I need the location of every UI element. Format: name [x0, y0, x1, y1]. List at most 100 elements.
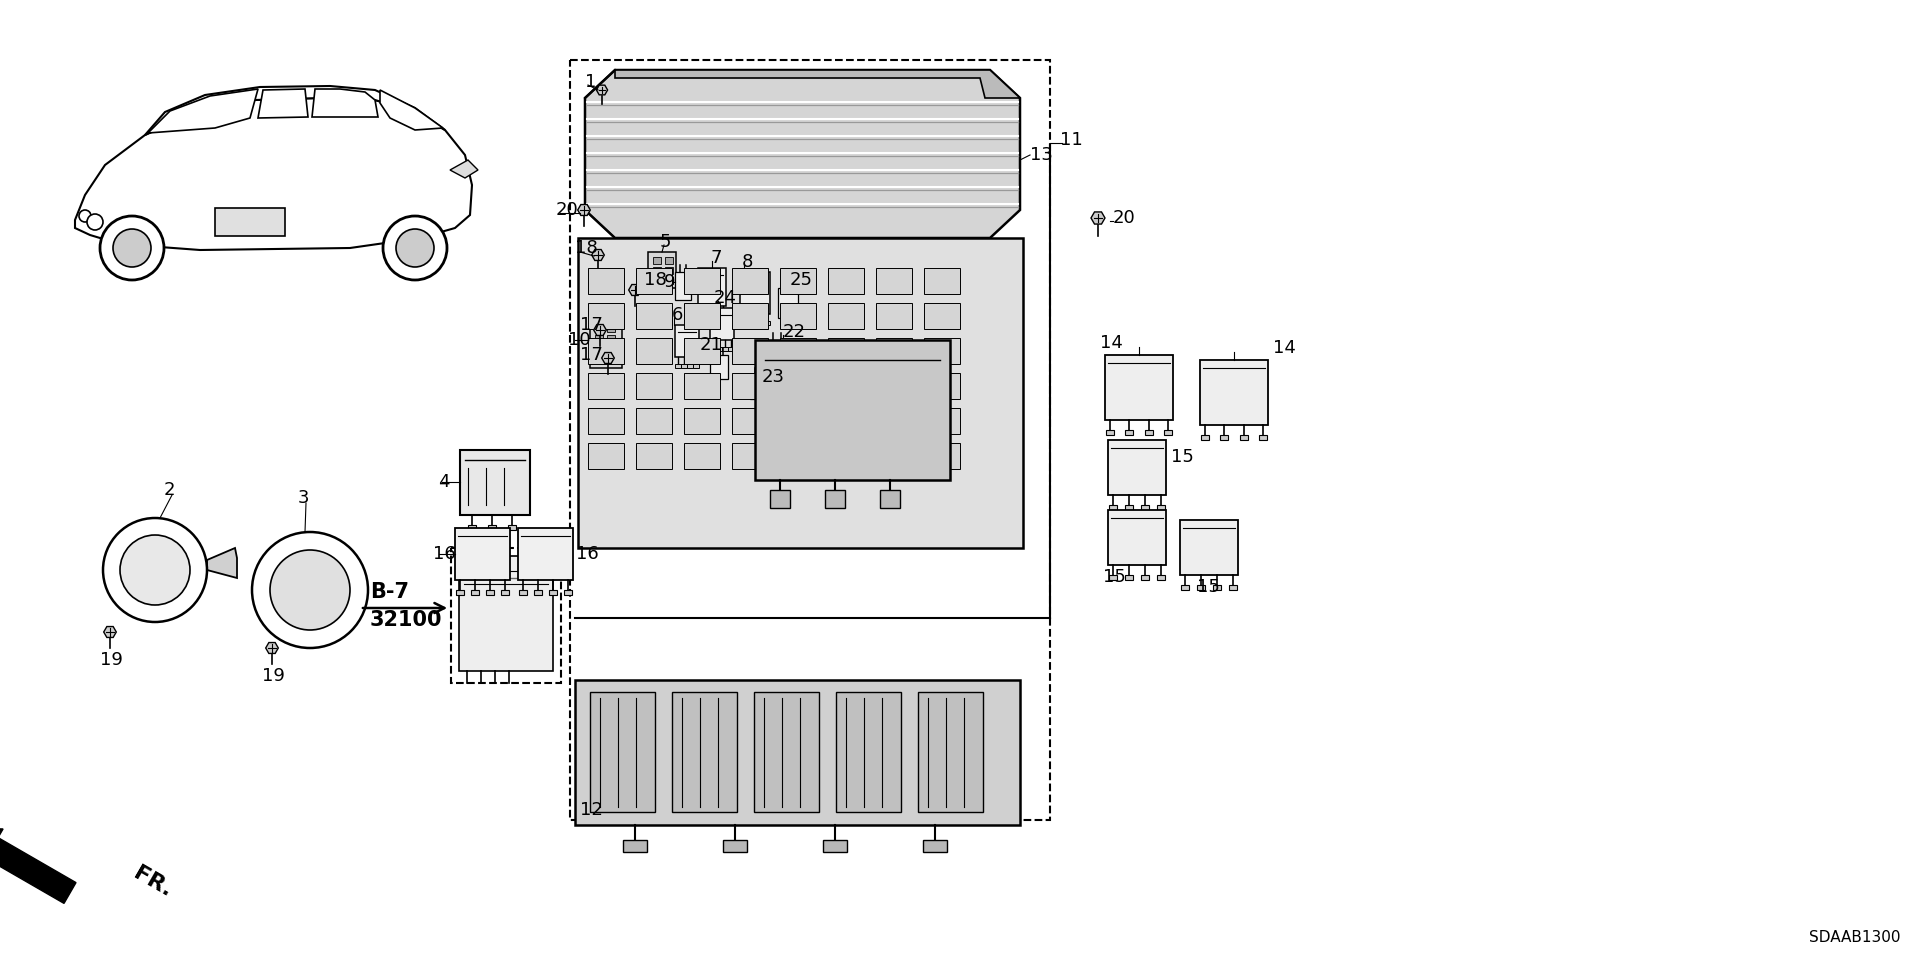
- Polygon shape: [593, 324, 607, 336]
- Bar: [924, 338, 960, 364]
- Text: 3: 3: [298, 489, 309, 507]
- Bar: [1213, 585, 1221, 590]
- Text: 20: 20: [557, 201, 578, 219]
- Text: 6: 6: [672, 306, 684, 324]
- Bar: [684, 373, 720, 399]
- Text: 18: 18: [643, 271, 666, 289]
- Bar: [724, 840, 747, 852]
- Bar: [828, 303, 864, 329]
- Circle shape: [104, 518, 207, 622]
- Bar: [664, 257, 674, 264]
- Text: 4: 4: [438, 473, 449, 491]
- Bar: [636, 303, 672, 329]
- Bar: [607, 335, 614, 342]
- Bar: [684, 338, 720, 364]
- Bar: [1164, 430, 1171, 435]
- Bar: [828, 338, 864, 364]
- Bar: [828, 443, 864, 469]
- Bar: [588, 268, 624, 294]
- Bar: [636, 268, 672, 294]
- Bar: [1260, 435, 1267, 440]
- Bar: [780, 443, 816, 469]
- Bar: [876, 373, 912, 399]
- Bar: [588, 408, 624, 434]
- Text: 1: 1: [586, 73, 597, 91]
- Bar: [451, 548, 561, 683]
- Bar: [1106, 355, 1173, 420]
- Bar: [589, 320, 622, 368]
- Bar: [588, 303, 624, 329]
- Bar: [636, 408, 672, 434]
- Bar: [828, 373, 864, 399]
- Polygon shape: [207, 548, 236, 578]
- Bar: [684, 268, 720, 294]
- Polygon shape: [601, 353, 614, 363]
- Bar: [1110, 575, 1117, 580]
- Text: 19: 19: [261, 667, 284, 685]
- Bar: [739, 272, 770, 314]
- Bar: [595, 345, 603, 352]
- Bar: [501, 590, 509, 595]
- Bar: [780, 408, 816, 434]
- Bar: [924, 408, 960, 434]
- Bar: [924, 303, 960, 329]
- Bar: [684, 443, 720, 469]
- Bar: [732, 268, 768, 294]
- Bar: [1140, 575, 1148, 580]
- Bar: [459, 556, 553, 671]
- Bar: [710, 347, 716, 351]
- Bar: [1196, 585, 1206, 590]
- Bar: [749, 321, 755, 325]
- Bar: [756, 321, 762, 325]
- Bar: [649, 252, 676, 288]
- Text: 17: 17: [580, 346, 603, 364]
- Bar: [876, 303, 912, 329]
- Bar: [1200, 360, 1267, 425]
- Bar: [780, 373, 816, 399]
- Bar: [1125, 575, 1133, 580]
- Bar: [588, 338, 624, 364]
- Bar: [653, 267, 660, 274]
- Bar: [764, 321, 770, 325]
- Polygon shape: [0, 828, 77, 903]
- Bar: [549, 590, 557, 595]
- Polygon shape: [104, 626, 117, 638]
- Bar: [1144, 430, 1152, 435]
- Bar: [574, 680, 1020, 825]
- Bar: [636, 443, 672, 469]
- Bar: [739, 321, 747, 325]
- Bar: [672, 692, 737, 812]
- Text: 15: 15: [1198, 578, 1221, 596]
- Bar: [693, 364, 699, 368]
- Bar: [687, 364, 693, 368]
- Bar: [1140, 505, 1148, 510]
- Bar: [828, 268, 864, 294]
- Circle shape: [119, 535, 190, 605]
- Bar: [1181, 585, 1188, 590]
- Bar: [684, 303, 720, 329]
- Bar: [595, 335, 603, 342]
- Bar: [653, 277, 660, 284]
- Text: 25: 25: [789, 271, 812, 289]
- Bar: [1229, 585, 1236, 590]
- Bar: [876, 338, 912, 364]
- Text: 2: 2: [163, 481, 175, 499]
- Bar: [518, 528, 572, 580]
- Bar: [578, 238, 1023, 548]
- Polygon shape: [586, 70, 1020, 238]
- Bar: [924, 443, 960, 469]
- Bar: [488, 525, 495, 530]
- Bar: [588, 443, 624, 469]
- Polygon shape: [380, 90, 444, 130]
- Circle shape: [271, 550, 349, 630]
- Bar: [1108, 510, 1165, 565]
- Bar: [607, 345, 614, 352]
- Bar: [1158, 575, 1165, 580]
- Circle shape: [86, 214, 104, 230]
- Bar: [534, 590, 541, 595]
- Bar: [588, 373, 624, 399]
- Bar: [876, 443, 912, 469]
- Bar: [732, 443, 768, 469]
- Text: 19: 19: [100, 651, 123, 669]
- Bar: [712, 313, 718, 317]
